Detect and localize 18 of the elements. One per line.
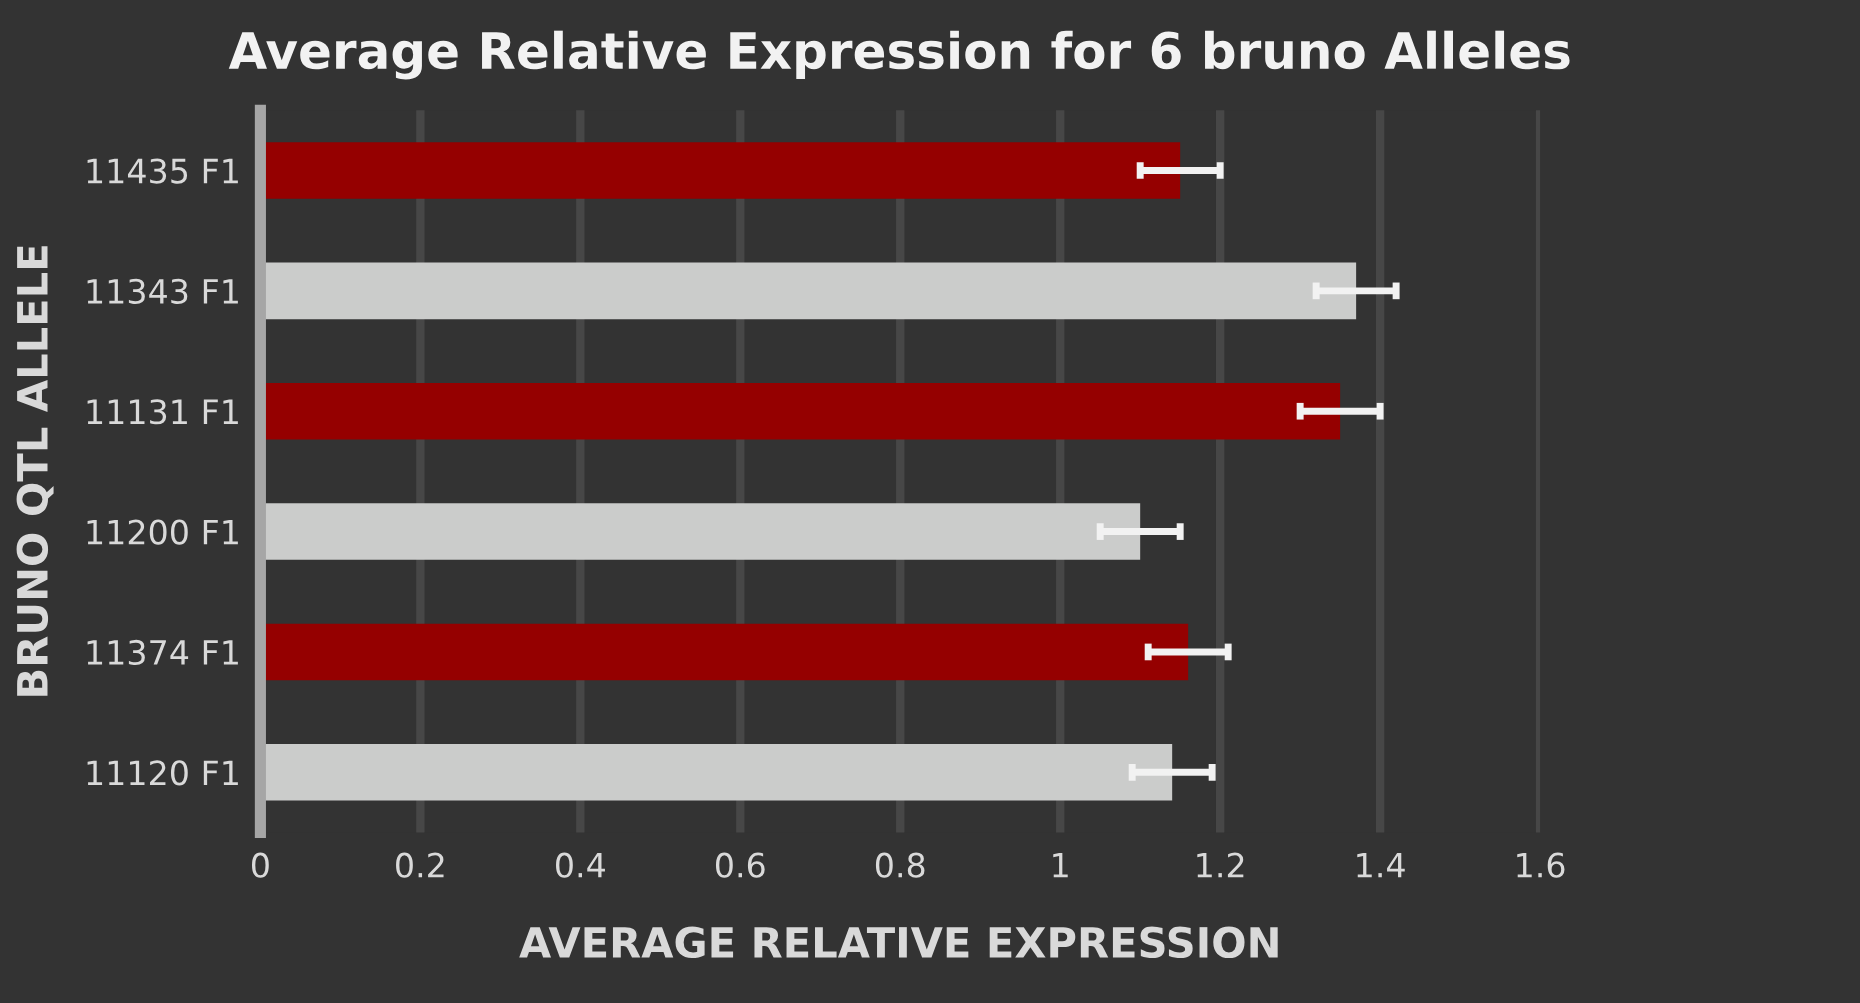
x-tick-label: 1.4 bbox=[1357, 852, 1405, 878]
y-tick-label: 11343 F1 bbox=[87, 278, 238, 305]
y-tick-label: 11131 F1 bbox=[87, 399, 238, 425]
y-tick-label: 11120 F1 bbox=[87, 760, 238, 786]
y-tick-label: 11200 F1 bbox=[87, 519, 238, 545]
x-tick-label: 0.2 bbox=[396, 852, 444, 878]
x-tick-label: 1 bbox=[1053, 852, 1068, 878]
y-tick-label: 11435 F1 bbox=[87, 158, 238, 184]
y-tick-label: 11374 F1 bbox=[87, 639, 238, 666]
x-tick-label: 0.4 bbox=[556, 852, 605, 878]
x-tick-label: 0 bbox=[251, 852, 269, 878]
x-axis-title: AVERAGE RELATIVE EXPRESSION bbox=[519, 926, 1278, 959]
x-tick-label: 0.6 bbox=[715, 852, 765, 878]
x-tick-label: 0.8 bbox=[875, 852, 925, 878]
x-tick-label: 1.6 bbox=[1517, 852, 1565, 878]
chart-title: Average Relative Expression for 6 bruno Alleles bbox=[228, 30, 1570, 80]
y-axis-title: BRUNO QTL ALLELE bbox=[16, 246, 54, 696]
x-tick-label: 1.2 bbox=[1197, 852, 1244, 878]
